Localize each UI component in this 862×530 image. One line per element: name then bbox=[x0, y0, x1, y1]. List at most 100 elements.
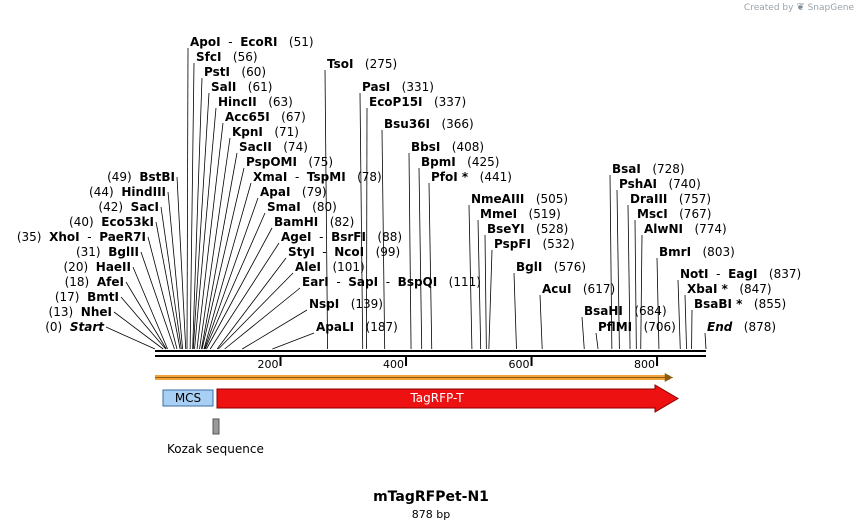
site-position: (803) bbox=[703, 245, 735, 259]
leader-line bbox=[381, 129, 386, 350]
site-position: (275) bbox=[365, 57, 397, 71]
site-position: (17) bbox=[55, 290, 80, 304]
site-label-bamhi: BamHI (82) bbox=[274, 215, 354, 229]
site-label-start: (0) Start bbox=[45, 320, 105, 334]
leader-line bbox=[209, 242, 280, 350]
site-label-ecop15i: EcoP15I (337) bbox=[369, 95, 466, 109]
name-separator: - bbox=[80, 230, 100, 244]
enzyme-name: HindIII bbox=[121, 185, 166, 199]
enzyme-name: BsaHI bbox=[584, 304, 623, 318]
site-label-saci: (42) SacI bbox=[98, 200, 159, 214]
site-label-bsahi: BsaHI (684) bbox=[584, 304, 667, 318]
leader-line bbox=[155, 221, 181, 350]
site-position: (505) bbox=[536, 192, 568, 206]
enzyme-name: Bsu36I bbox=[384, 117, 430, 131]
leader-line bbox=[189, 62, 195, 350]
feature-tagrfp-label: TagRFP-T bbox=[409, 391, 464, 405]
site-label-bsu36i: Bsu36I (366) bbox=[384, 117, 474, 131]
site-label-pasi: PasI (331) bbox=[362, 80, 434, 94]
site-position: (837) bbox=[769, 267, 801, 281]
name-separator: - bbox=[315, 245, 335, 259]
site-position: (425) bbox=[467, 155, 499, 169]
enzyme-name: SfcI bbox=[196, 50, 221, 64]
site-label-pflmi: PflMI (706) bbox=[598, 320, 676, 334]
axis-tick-label: 800 bbox=[634, 358, 655, 371]
site-label-eco53ki: (40) Eco53kI bbox=[69, 215, 154, 229]
site-position: (187) bbox=[366, 320, 398, 334]
leader-line bbox=[656, 257, 660, 350]
site-position: (20) bbox=[64, 260, 89, 274]
name-separator: - bbox=[221, 35, 241, 49]
site-position: (728) bbox=[652, 162, 684, 176]
enzyme-name: BglII bbox=[108, 245, 139, 259]
site-label-bstbi: (49) BstBI bbox=[107, 170, 175, 184]
leader-line bbox=[105, 326, 156, 350]
enzyme-name: BglI bbox=[516, 260, 542, 274]
enzyme-name: DraIII bbox=[630, 192, 667, 206]
site-label-apai: ApaI (79) bbox=[260, 185, 327, 199]
name-separator: - bbox=[378, 275, 398, 289]
leader-line bbox=[201, 152, 238, 350]
leader-line bbox=[204, 197, 259, 350]
leader-line bbox=[160, 206, 182, 350]
leader-line bbox=[203, 182, 252, 350]
leader-line bbox=[539, 294, 543, 350]
enzyme-name: StyI bbox=[288, 245, 315, 259]
enzyme-name: BsaI bbox=[612, 162, 641, 176]
site-label-acc65i: Acc65I (67) bbox=[225, 110, 306, 124]
enzyme-name: MscI bbox=[637, 207, 668, 221]
enzyme-name: NspI bbox=[309, 297, 339, 311]
enzyme-name: EcoRI bbox=[240, 35, 277, 49]
site-position: (878) bbox=[744, 320, 776, 334]
snapgene-logo-icon: ❦ bbox=[796, 2, 805, 13]
site-position: (80) bbox=[312, 200, 337, 214]
site-position: (767) bbox=[679, 207, 711, 221]
site-label-afei: (18) AfeI bbox=[65, 275, 124, 289]
enzyme-name: PflMI bbox=[598, 320, 632, 334]
leader-line bbox=[616, 189, 620, 350]
site-position: (35) bbox=[17, 230, 42, 244]
credit-brand: SnapGene bbox=[807, 3, 854, 13]
leader-line bbox=[677, 279, 681, 350]
site-position: (88) bbox=[377, 230, 402, 244]
leader-line bbox=[609, 174, 613, 350]
enzyme-name: Start bbox=[70, 320, 105, 334]
enzyme-name: AleI bbox=[295, 260, 321, 274]
enzyme-name: XbaI * bbox=[687, 282, 729, 296]
enzyme-name: PstI bbox=[204, 65, 230, 79]
site-position: (74) bbox=[283, 140, 308, 154]
feature-tagrfp-arrow bbox=[216, 384, 679, 413]
site-label-nhei: (13) NheI bbox=[49, 305, 112, 319]
enzyme-name: BspQI bbox=[398, 275, 438, 289]
site-position: (331) bbox=[402, 80, 434, 94]
leader-line bbox=[272, 332, 315, 350]
site-position: (67) bbox=[281, 110, 306, 124]
leader-line bbox=[113, 311, 164, 350]
enzyme-name: End bbox=[707, 320, 733, 334]
site-label-nspi: NspI (139) bbox=[309, 297, 383, 311]
site-label-styi-ncoi: StyI - NcoI (99) bbox=[288, 245, 400, 259]
site-label-hincii: HincII (63) bbox=[218, 95, 293, 109]
leader-line bbox=[640, 234, 643, 350]
leader-line bbox=[418, 167, 423, 350]
site-position: (757) bbox=[679, 192, 711, 206]
site-label-pshai: PshAI (740) bbox=[619, 177, 701, 191]
site-label-pspomi: PspOMI (75) bbox=[246, 155, 333, 169]
enzyme-name: AgeI bbox=[281, 230, 311, 244]
enzyme-name: EarI bbox=[302, 275, 329, 289]
site-position: (617) bbox=[583, 282, 615, 296]
enzyme-name: SacI bbox=[131, 200, 159, 214]
site-label-bbsi: BbsI (408) bbox=[411, 140, 484, 154]
site-label-hindiii: (44) HindIII bbox=[89, 185, 166, 199]
leader-line bbox=[206, 227, 273, 350]
enzyme-name: HaeII bbox=[96, 260, 131, 274]
leader-line bbox=[125, 281, 167, 350]
site-label-kpni: KpnI (71) bbox=[232, 125, 299, 139]
axis-tick-label: 600 bbox=[509, 358, 530, 371]
site-label-bpmi: BpmI (425) bbox=[421, 155, 499, 169]
enzyme-name: AlwNI bbox=[644, 222, 683, 236]
site-label-mmei: MmeI (519) bbox=[480, 207, 561, 221]
leader-line bbox=[488, 249, 493, 350]
site-label-bglii: (31) BglII bbox=[76, 245, 139, 259]
site-position: (78) bbox=[357, 170, 382, 184]
